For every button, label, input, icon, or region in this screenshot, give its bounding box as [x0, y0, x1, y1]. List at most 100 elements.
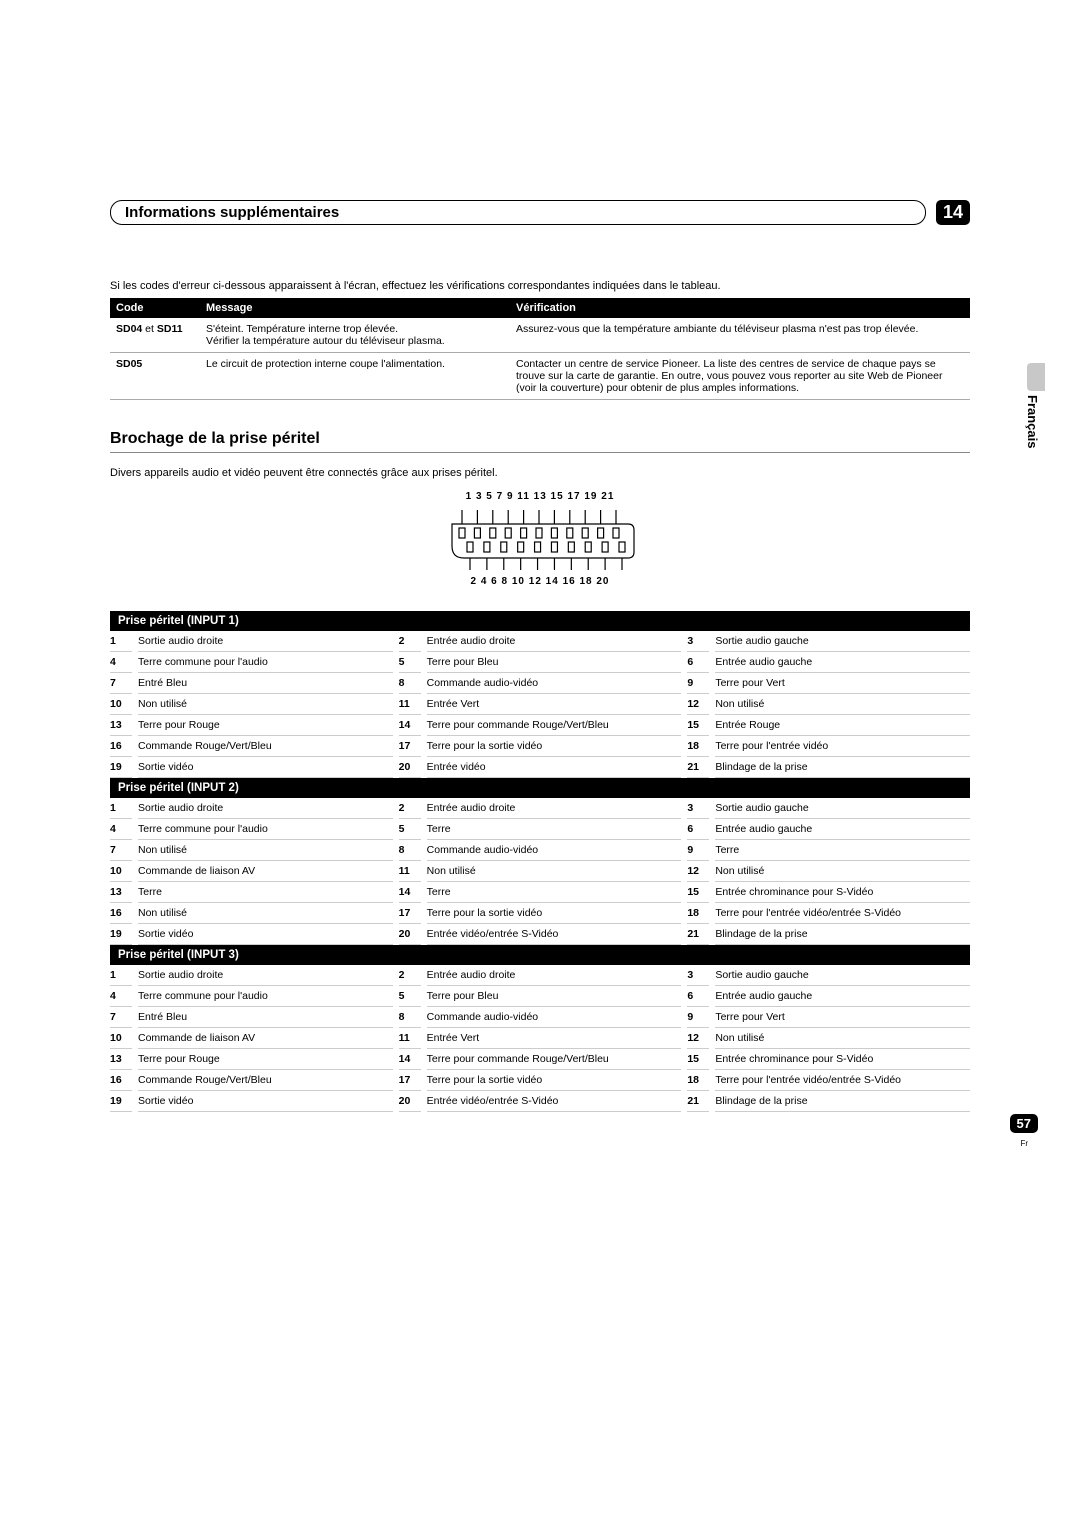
pin-number: 10 — [110, 694, 132, 715]
error-row: SD04 et SD11S'éteint. Température intern… — [110, 318, 970, 353]
pin-label: Terre pour la sortie vidéo — [427, 1070, 682, 1091]
pin-label: Entrée vidéo/entrée S-Vidéo — [427, 1091, 682, 1112]
page-lang-code: Fr — [1020, 1139, 1028, 1148]
pin-label: Non utilisé — [138, 694, 393, 715]
pin-number: 2 — [399, 965, 421, 986]
pin-number: 19 — [110, 1091, 132, 1112]
pin-label: Terre commune pour l'audio — [138, 819, 393, 840]
scart-intro: Divers appareils audio et vidéo peuvent … — [110, 467, 970, 479]
pin-label: Terre pour la sortie vidéo — [427, 736, 682, 757]
error-verification: Contacter un centre de service Pioneer. … — [510, 353, 970, 400]
pin-number: 9 — [687, 1007, 709, 1028]
pin-number: 1 — [110, 631, 132, 652]
pin-number: 12 — [687, 861, 709, 882]
pin-label: Entrée audio droite — [427, 631, 682, 652]
pin-number: 11 — [399, 1028, 421, 1049]
chapter-title-wrap: Informations supplémentaires — [110, 200, 926, 225]
pin-number: 18 — [687, 903, 709, 924]
pin-label: Entrée chrominance pour S-Vidéo — [715, 1049, 970, 1070]
pin-number: 3 — [687, 798, 709, 819]
pin-label: Commande audio-vidéo — [427, 1007, 682, 1028]
pin-label: Sortie audio gauche — [715, 631, 970, 652]
pin-label: Terre pour Vert — [715, 1007, 970, 1028]
page-number: 57 — [1010, 1114, 1038, 1133]
pin-number: 3 — [687, 965, 709, 986]
pin-number: 21 — [687, 924, 709, 945]
pin-label: Terre — [138, 882, 393, 903]
scart-connector-icon — [440, 504, 640, 574]
pin-grid: 1Sortie audio droite2Entrée audio droite… — [110, 631, 970, 778]
pin-label: Non utilisé — [715, 861, 970, 882]
pin-number: 15 — [687, 882, 709, 903]
pin-label: Commande audio-vidéo — [427, 673, 682, 694]
th-verification: Vérification — [510, 298, 970, 318]
pin-number: 15 — [687, 1049, 709, 1070]
pin-label: Blindage de la prise — [715, 924, 970, 945]
pin-number: 4 — [110, 986, 132, 1007]
pin-label: Terre pour Bleu — [427, 652, 682, 673]
pin-number: 5 — [399, 986, 421, 1007]
error-intro: Si les codes d'erreur ci-dessous apparai… — [110, 280, 970, 292]
pin-label: Entrée audio gauche — [715, 819, 970, 840]
pin-label: Commande audio-vidéo — [427, 840, 682, 861]
pin-number: 10 — [110, 861, 132, 882]
pin-label: Non utilisé — [715, 1028, 970, 1049]
pin-number: 10 — [110, 1028, 132, 1049]
side-language-tab: Français — [1025, 395, 1040, 448]
error-message: S'éteint. Température interne trop élevé… — [200, 318, 510, 353]
pin-number: 6 — [687, 652, 709, 673]
pin-label: Entré Bleu — [138, 1007, 393, 1028]
pin-label: Sortie vidéo — [138, 1091, 393, 1112]
pin-grid: 1Sortie audio droite2Entrée audio droite… — [110, 965, 970, 1112]
pin-label: Non utilisé — [427, 861, 682, 882]
pin-label: Entrée Vert — [427, 1028, 682, 1049]
pin-number: 16 — [110, 1070, 132, 1091]
pin-table-header: Prise péritel (INPUT 2) — [110, 778, 970, 798]
pin-label: Sortie audio gauche — [715, 798, 970, 819]
pin-number: 7 — [110, 840, 132, 861]
pin-tables-container: Prise péritel (INPUT 1)1Sortie audio dro… — [110, 611, 970, 1112]
pin-number: 21 — [687, 1091, 709, 1112]
pin-number: 2 — [399, 798, 421, 819]
pin-number: 21 — [687, 757, 709, 778]
pin-label: Terre pour Bleu — [427, 986, 682, 1007]
pin-label: Terre — [427, 882, 682, 903]
pin-number: 3 — [687, 631, 709, 652]
pin-label: Sortie audio gauche — [715, 965, 970, 986]
page-content: Informations supplémentaires 14 Si les c… — [0, 0, 1080, 1112]
pin-label: Commande de liaison AV — [138, 1028, 393, 1049]
error-code: SD04 et SD11 — [110, 318, 200, 353]
pin-label: Commande Rouge/Vert/Bleu — [138, 736, 393, 757]
pin-label: Terre commune pour l'audio — [138, 986, 393, 1007]
pin-number: 17 — [399, 1070, 421, 1091]
pin-number: 12 — [687, 694, 709, 715]
pin-number: 11 — [399, 861, 421, 882]
scart-heading: Brochage de la prise péritel — [110, 430, 970, 448]
pin-label: Non utilisé — [715, 694, 970, 715]
pin-number: 16 — [110, 736, 132, 757]
side-tab-decor — [1027, 363, 1045, 391]
diagram-bottom-labels: 2 4 6 8 10 12 14 16 18 20 — [110, 576, 970, 587]
pin-number: 4 — [110, 652, 132, 673]
pin-label: Sortie audio droite — [138, 965, 393, 986]
pin-number: 13 — [110, 715, 132, 736]
pin-label: Terre pour l'entrée vidéo — [715, 736, 970, 757]
pin-number: 7 — [110, 673, 132, 694]
pin-number: 8 — [399, 840, 421, 861]
pin-number: 20 — [399, 924, 421, 945]
pin-number: 4 — [110, 819, 132, 840]
pin-table-header: Prise péritel (INPUT 1) — [110, 611, 970, 631]
pin-label: Sortie audio droite — [138, 631, 393, 652]
pin-label: Entrée vidéo/entrée S-Vidéo — [427, 924, 682, 945]
pin-number: 5 — [399, 819, 421, 840]
pin-number: 18 — [687, 736, 709, 757]
chapter-header: Informations supplémentaires 14 — [110, 200, 970, 225]
error-code: SD05 — [110, 353, 200, 400]
pin-number: 15 — [687, 715, 709, 736]
pin-number: 14 — [399, 1049, 421, 1070]
pin-label: Entrée Vert — [427, 694, 682, 715]
pin-number: 20 — [399, 757, 421, 778]
pin-label: Entrée audio droite — [427, 965, 682, 986]
pin-label: Terre pour Vert — [715, 673, 970, 694]
pin-number: 1 — [110, 798, 132, 819]
